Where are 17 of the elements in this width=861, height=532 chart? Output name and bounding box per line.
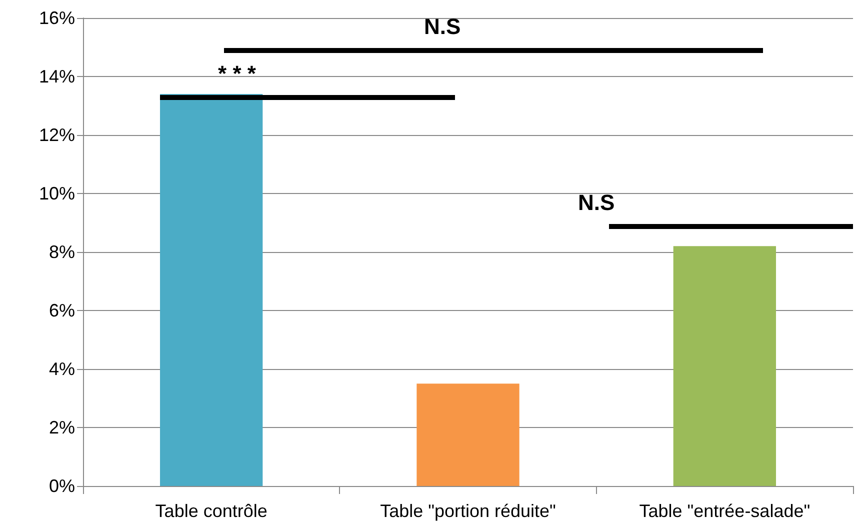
- y-tick-label: 0%: [48, 476, 75, 496]
- x-tick-label: Table "portion réduite": [380, 501, 556, 521]
- y-tick-label: 12%: [38, 125, 75, 145]
- y-tick-label: 8%: [48, 242, 75, 262]
- y-tick-label: 4%: [48, 359, 75, 379]
- y-tick-label: 10%: [38, 184, 75, 204]
- annotation: N.S: [424, 14, 461, 40]
- annotation: N.S: [578, 190, 615, 216]
- y-tick-label: 6%: [48, 300, 75, 320]
- y-tick-label: 14%: [38, 66, 75, 86]
- x-tick-label: Table contrôle: [155, 501, 268, 521]
- x-tick-label: Table "entrée-salade": [639, 501, 810, 521]
- y-tick-label: 16%: [38, 8, 75, 28]
- bar: [416, 384, 520, 486]
- annotation: * * *: [218, 60, 256, 87]
- bar: [673, 246, 776, 486]
- y-tick-label: 2%: [48, 418, 75, 438]
